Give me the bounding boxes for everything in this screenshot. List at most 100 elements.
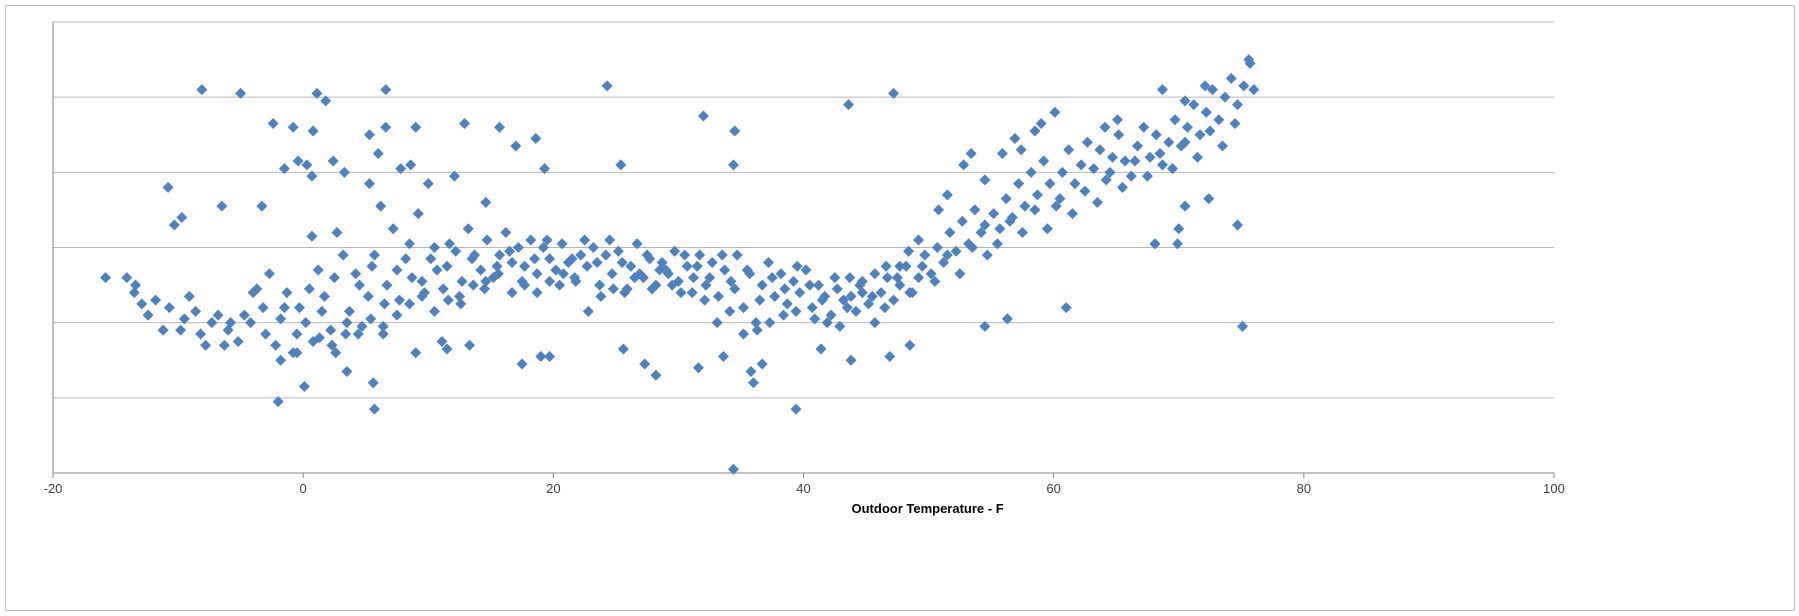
data-point bbox=[724, 305, 736, 317]
data-point bbox=[1066, 208, 1078, 220]
data-point bbox=[838, 294, 850, 306]
data-point bbox=[1041, 223, 1053, 235]
data-point bbox=[450, 245, 462, 257]
data-point bbox=[754, 294, 766, 306]
data-point bbox=[410, 347, 422, 359]
data-point bbox=[706, 257, 718, 269]
data-point bbox=[681, 260, 693, 272]
data-point bbox=[919, 249, 931, 261]
data-point bbox=[612, 245, 624, 257]
data-point bbox=[287, 121, 299, 133]
x-axis-ticks: -20 0 20 40 60 80 100 bbox=[44, 473, 1565, 496]
data-point bbox=[328, 272, 340, 284]
data-point bbox=[1199, 80, 1211, 92]
data-point bbox=[1138, 121, 1150, 133]
data-point bbox=[600, 249, 612, 261]
data-point bbox=[467, 279, 479, 291]
data-point bbox=[594, 279, 606, 291]
data-point bbox=[894, 260, 906, 272]
data-point bbox=[494, 121, 506, 133]
data-point bbox=[550, 264, 562, 276]
data-point bbox=[425, 253, 437, 265]
data-point bbox=[263, 268, 275, 280]
data-point bbox=[615, 159, 627, 171]
data-point bbox=[307, 125, 319, 137]
data-point bbox=[631, 238, 643, 250]
data-point bbox=[579, 234, 591, 246]
data-point bbox=[904, 339, 916, 351]
gridlines bbox=[53, 21, 1554, 399]
data-point bbox=[816, 294, 828, 306]
data-point bbox=[1229, 117, 1241, 129]
data-point bbox=[694, 249, 706, 261]
data-point bbox=[737, 328, 749, 340]
data-point bbox=[956, 215, 968, 227]
data-point bbox=[669, 245, 681, 257]
data-point bbox=[464, 339, 476, 351]
data-point bbox=[601, 80, 613, 92]
data-point bbox=[442, 294, 454, 306]
data-point bbox=[979, 219, 991, 231]
data-point bbox=[845, 290, 857, 302]
data-point bbox=[1188, 99, 1200, 111]
data-point bbox=[566, 253, 578, 265]
data-point bbox=[454, 290, 466, 302]
data-point bbox=[1079, 185, 1091, 197]
data-point bbox=[931, 242, 943, 253]
data-point bbox=[506, 287, 518, 299]
data-point bbox=[1038, 155, 1050, 167]
data-point bbox=[300, 317, 312, 329]
data-point bbox=[338, 166, 350, 178]
data-point bbox=[737, 302, 749, 314]
data-point bbox=[604, 234, 616, 246]
data-point bbox=[587, 242, 599, 253]
data-point bbox=[1192, 151, 1204, 163]
data-point bbox=[966, 242, 978, 253]
x-axis-title: Outdoor Temperature - F bbox=[852, 501, 1004, 516]
data-point bbox=[1035, 117, 1047, 129]
data-point bbox=[891, 272, 903, 284]
data-point bbox=[556, 238, 568, 250]
data-point bbox=[512, 242, 524, 253]
data-point bbox=[815, 343, 827, 355]
data-point bbox=[1104, 166, 1116, 178]
data-point bbox=[393, 294, 405, 306]
data-point bbox=[791, 260, 803, 272]
data-point bbox=[845, 354, 857, 366]
data-point bbox=[660, 264, 672, 276]
data-point bbox=[869, 268, 881, 280]
data-point bbox=[303, 283, 315, 295]
data-point bbox=[1088, 163, 1100, 175]
data-point bbox=[1154, 148, 1166, 160]
data-point bbox=[500, 226, 512, 238]
data-point bbox=[866, 290, 878, 302]
data-point bbox=[480, 196, 492, 208]
data-point bbox=[1163, 136, 1175, 148]
data-point bbox=[787, 275, 799, 287]
data-point bbox=[368, 249, 380, 261]
data-point bbox=[293, 302, 305, 314]
data-point bbox=[570, 275, 582, 287]
data-point bbox=[981, 249, 993, 261]
data-point bbox=[506, 257, 518, 269]
data-point bbox=[377, 320, 389, 332]
data-point bbox=[575, 249, 587, 261]
data-point bbox=[729, 283, 741, 295]
data-point bbox=[1063, 144, 1075, 156]
data-point bbox=[1000, 193, 1012, 205]
data-point bbox=[353, 279, 365, 291]
data-point bbox=[306, 170, 318, 182]
data-point bbox=[377, 328, 389, 340]
data-point bbox=[479, 283, 491, 295]
data-point bbox=[913, 234, 925, 246]
data-point bbox=[544, 253, 556, 265]
data-point bbox=[406, 272, 418, 284]
data-point bbox=[863, 298, 875, 310]
data-point bbox=[813, 279, 825, 291]
data-point bbox=[1204, 125, 1216, 137]
data-point bbox=[650, 369, 662, 381]
data-point bbox=[717, 350, 729, 362]
data-point bbox=[1171, 238, 1183, 250]
data-point bbox=[1060, 302, 1072, 314]
data-point bbox=[731, 249, 743, 261]
